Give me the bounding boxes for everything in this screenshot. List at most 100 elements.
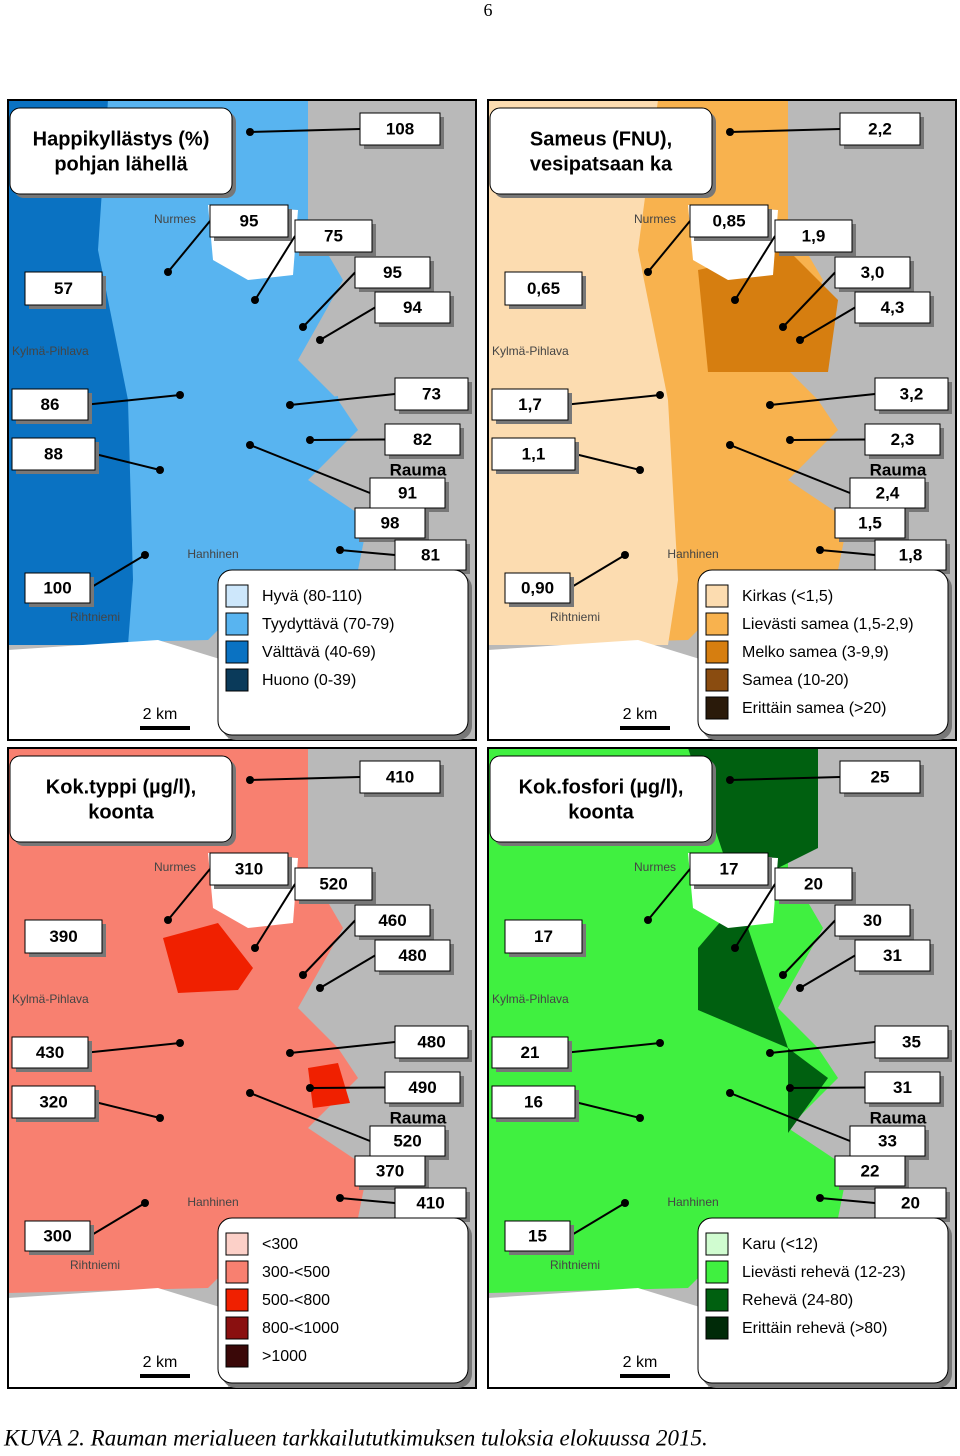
value-box [354,507,426,539]
leader-line [647,868,691,921]
leader-line [569,554,626,589]
legend-swatch [225,612,249,636]
value-label: 410 [386,767,414,786]
value-label: 3,2 [900,384,924,403]
station-dot [636,1114,644,1122]
place-name: Rihtniemi [70,1258,120,1272]
leader-line [254,883,296,949]
station-dot [246,776,254,784]
station-dot [176,1039,184,1047]
value-label: 1,8 [899,545,923,564]
station-dot [246,1089,254,1097]
value-box [504,1220,571,1252]
leader-line [87,394,181,406]
value-box [359,760,441,794]
place-name: Hanhinen [667,547,718,561]
map-panel: Sameus (FNU), vesipatsaan ka Nurmes Kylmä-P… [487,99,957,741]
leader-line [734,235,776,301]
legend-label: Lievästi samea (1,5-2,9) [742,616,914,633]
leader-line [729,444,851,494]
station-dot [336,546,344,554]
station-dot [726,776,734,784]
value-box [384,1071,461,1104]
value-box [774,219,853,253]
place-name: Rihtniemi [550,1258,600,1272]
value-label: 2,3 [891,430,915,449]
value-label: 410 [416,1193,444,1212]
legend-label: Hyvä (80-110) [262,588,362,605]
legend-label: Välttävä (40-69) [262,644,376,661]
value-label: 1,9 [802,226,826,245]
leader-line [647,220,691,273]
value-label: 1,1 [522,444,546,463]
legend-label: Erittäin rehevä (>80) [742,1320,887,1337]
place-name: Kylmä-Pihlava [12,344,89,358]
value-label: 0,90 [521,578,554,597]
station-dot [796,984,804,992]
panel-title: vesipatsaan ka [530,153,673,175]
value-label: 31 [883,946,902,965]
value-box [689,852,769,886]
place-name: Rihtniemi [70,610,120,624]
station-dot [786,436,794,444]
place-name: Kylmä-Pihlava [12,992,89,1006]
title-box [9,107,233,195]
leader-line [254,235,296,301]
station-dot [726,441,734,449]
value-label: 100 [43,578,71,597]
legend-box [217,569,469,736]
value-label: 4,3 [881,298,905,317]
legend-swatch [705,696,729,720]
white-land [8,1288,228,1388]
station-dot [644,268,652,276]
value-box [874,377,949,411]
place-name: Nurmes [154,860,196,874]
value-label: 57 [54,279,73,298]
leader-line [789,1086,866,1089]
leader-line [249,776,361,781]
place-name: Rauma [390,1108,447,1127]
legend-label: Lievästi rehevä (12-23) [742,1264,906,1281]
leader-line [289,393,396,406]
station-dot [816,1194,824,1202]
value-label: 520 [319,874,347,893]
station-dot [766,1049,774,1057]
value-label: 490 [408,1078,436,1097]
value-label: 88 [44,444,63,463]
legend-box [697,1217,949,1384]
legend-box [697,569,949,736]
station-dot [141,1199,149,1207]
legend-label: Erittäin samea (>20) [742,700,887,717]
place-name: Nurmes [154,212,196,226]
value-box [394,539,467,571]
value-label: 108 [386,119,414,138]
scale-label: 2 km [143,706,178,723]
value-label: 31 [893,1078,912,1097]
legend-swatch [705,668,729,692]
leader-line [782,919,836,976]
value-label: 94 [403,298,422,317]
leader-line [302,271,356,328]
leader-line [574,1101,641,1119]
value-box [359,112,441,146]
leader-line [769,393,876,406]
value-box [834,904,911,937]
place-name: Hanhinen [187,547,238,561]
station-dot [636,466,644,474]
value-box [384,423,461,456]
leader-line [309,438,386,441]
leader-line [339,1197,396,1204]
leader-line [799,306,856,341]
value-box [374,939,451,972]
value-label: 30 [863,911,882,930]
leader-line [819,549,876,556]
panel-title: Kok.fosfori (µg/l), [519,776,684,798]
map-panel: Kok.fosfori (µg/l), koonta Nurmes Kylmä-Pih… [487,747,957,1389]
legend-swatch [225,1288,249,1312]
station-dot [156,1114,164,1122]
value-box [354,904,431,937]
legend-label: Karu (<12) [742,1236,818,1253]
value-label: 2,2 [868,119,892,138]
legend-swatch [225,1316,249,1340]
